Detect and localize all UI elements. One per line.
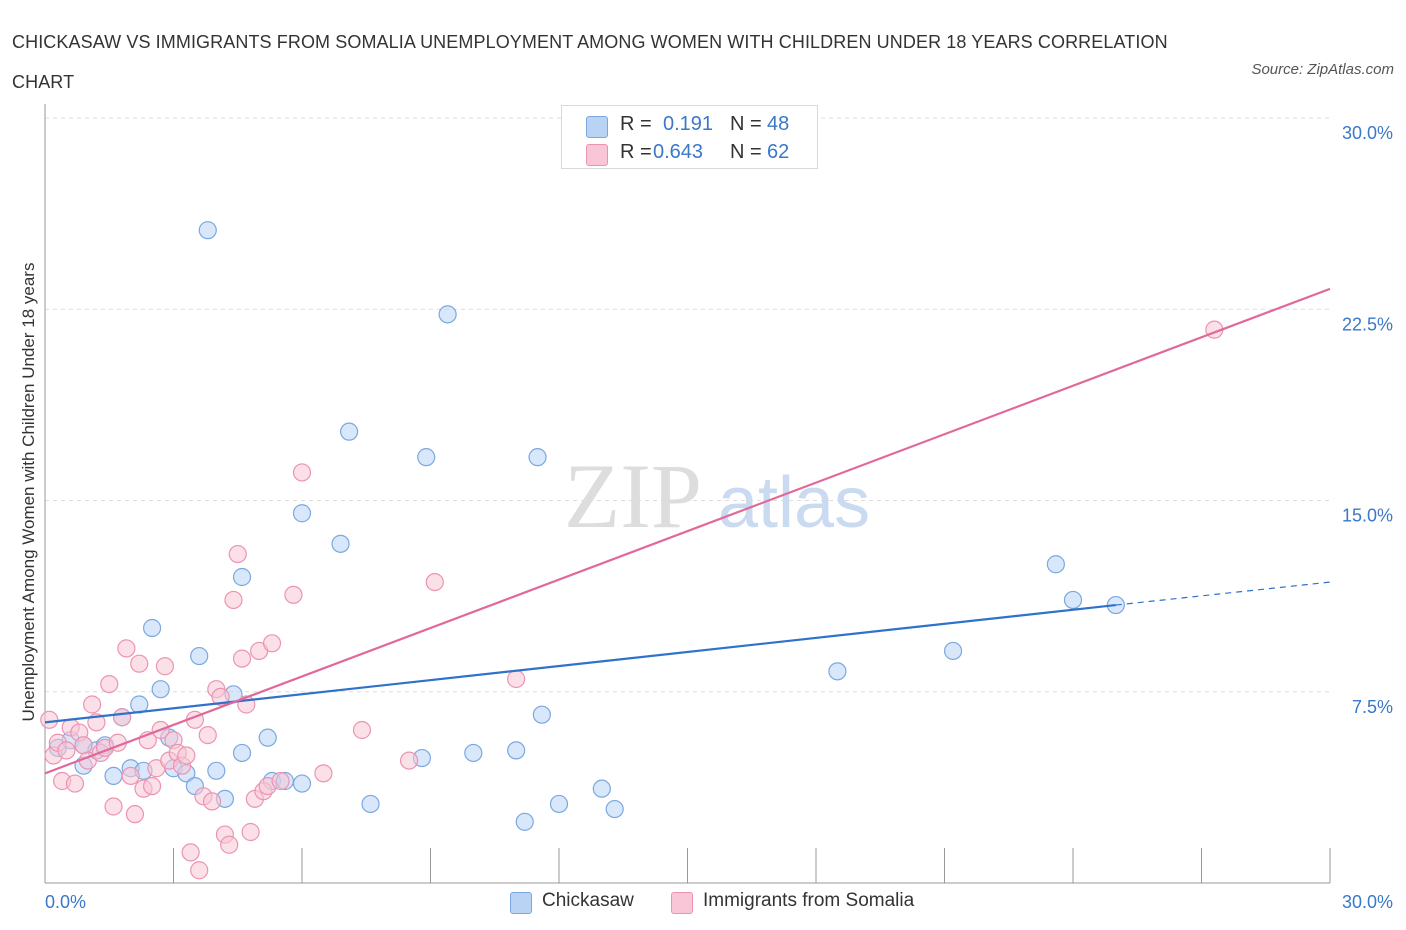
chickasaw-trend-extension (1115, 581, 1331, 606)
somalia-point-32 (177, 746, 196, 765)
somalia-trend-line (44, 287, 1331, 775)
somalia-point-4 (57, 741, 76, 760)
chickasaw-point-36 (507, 741, 526, 760)
somalia-n-value: 62 (767, 141, 790, 163)
somalia-point-35 (190, 861, 209, 880)
chickasaw-point-31 (361, 794, 380, 814)
axes (44, 104, 1331, 884)
chickasaw-point-28 (292, 504, 312, 523)
x-tick-label-max: 30.0% (1342, 892, 1393, 912)
somalia-swatch (586, 144, 608, 166)
chickasaw-point-34 (438, 305, 457, 324)
y-axis-label: Unemployment Among Women with Children U… (19, 262, 38, 722)
somalia-point-24 (142, 776, 162, 796)
data-points (40, 221, 1224, 880)
chickasaw-n-value: 48 (767, 113, 790, 135)
somalia-point-37 (198, 725, 217, 745)
source-label: Source: ZipAtlas.com (1251, 61, 1394, 78)
somalia-point-10 (83, 695, 102, 714)
tick-labels: 7.5% 15.0% 22.5% 30.0% 0.0% 30.0% (45, 123, 1393, 912)
somalia-point-47 (241, 822, 260, 842)
chickasaw-n-label: N = (730, 113, 762, 135)
y-tick-label-1: 15.0% (1342, 506, 1393, 526)
somalia-point-27 (155, 657, 175, 676)
somalia-point-54 (284, 585, 303, 604)
y-tick-label-0: 7.5% (1352, 697, 1393, 717)
y-tick-label-2: 22.5% (1342, 314, 1393, 334)
chickasaw-point-12 (151, 680, 170, 699)
trend-lines (44, 287, 1331, 775)
somalia-point-52 (262, 634, 282, 653)
chickasaw-point-29 (331, 534, 350, 553)
somalia-point-44 (228, 544, 247, 564)
watermark-zip: ZIP (564, 445, 702, 547)
somalia-point-33 (181, 843, 200, 862)
chickasaw-r-label: R = (620, 113, 652, 135)
chickasaw-point-17 (190, 646, 209, 666)
chickasaw-point-18 (198, 221, 217, 240)
somalia-r-value: 0.643 (653, 141, 704, 163)
stats-box: R = 0.191 N = 48 R = 0.643 N = 62 (561, 105, 818, 169)
chickasaw-point-30 (340, 422, 359, 441)
chickasaw-trend-line (44, 603, 1116, 724)
legend-somalia-swatch (671, 892, 693, 914)
watermark: ZIP atlas (564, 445, 870, 547)
somalia-point-53 (271, 771, 290, 791)
somalia-point-6 (65, 774, 85, 793)
somalia-point-8 (74, 736, 93, 755)
chickasaw-point-22 (232, 743, 252, 763)
somalia-point-14 (100, 674, 119, 694)
chickasaw-point-27 (292, 774, 312, 793)
chickasaw-point-23 (232, 567, 252, 587)
chickasaw-point-19 (207, 761, 226, 780)
chickasaw-r-value: 0.191 (663, 113, 714, 135)
chickasaw-point-37 (515, 812, 534, 831)
somalia-point-15 (104, 797, 123, 816)
y-tick-label-3: 30.0% (1342, 123, 1393, 143)
somalia-point-0 (40, 710, 59, 729)
somalia-point-55 (292, 463, 312, 482)
somalia-point-40 (211, 687, 230, 706)
somalia-point-20 (125, 805, 145, 824)
chickasaw-point-24 (258, 728, 277, 747)
chickasaw-point-11 (142, 618, 162, 638)
somalia-point-19 (121, 766, 140, 786)
chickasaw-swatch (586, 116, 608, 138)
somalia-point-18 (117, 639, 136, 658)
chickasaw-point-41 (592, 779, 611, 798)
chickasaw-point-44 (943, 641, 963, 661)
somalia-point-58 (399, 751, 419, 770)
chickasaw-point-39 (532, 705, 551, 724)
somalia-point-17 (112, 708, 132, 727)
somalia-point-43 (224, 590, 243, 610)
chickasaw-point-45 (1046, 555, 1065, 574)
chickasaw-point-43 (828, 662, 847, 681)
chickasaw-point-46 (1063, 590, 1083, 610)
x-tick-label-min: 0.0% (45, 892, 86, 912)
somalia-r-label: R = (620, 141, 652, 163)
legend-chickasaw-label: Chickasaw (542, 890, 634, 911)
chickasaw-point-42 (605, 799, 624, 819)
somalia-point-21 (130, 654, 149, 673)
somalia-point-42 (220, 835, 239, 854)
chart-title: CHICKASAW VS IMMIGRANTS FROM SOMALIA UNE… (12, 32, 1168, 92)
somalia-point-57 (352, 720, 372, 740)
legend-chickasaw-swatch (510, 892, 532, 914)
watermark-atlas: atlas (718, 463, 870, 543)
somalia-point-38 (202, 792, 222, 811)
somalia-point-60 (507, 669, 526, 689)
somalia-point-59 (425, 572, 444, 592)
chickasaw-point-40 (549, 794, 569, 814)
somalia-point-45 (232, 649, 252, 668)
chickasaw-point-38 (528, 448, 547, 467)
legend-somalia-label: Immigrants from Somalia (703, 890, 915, 911)
chickasaw-point-6 (104, 766, 123, 786)
somalia-n-label: N = (730, 141, 762, 163)
chickasaw-point-35 (464, 743, 483, 763)
somalia-point-56 (314, 764, 333, 783)
chickasaw-point-33 (417, 448, 436, 467)
